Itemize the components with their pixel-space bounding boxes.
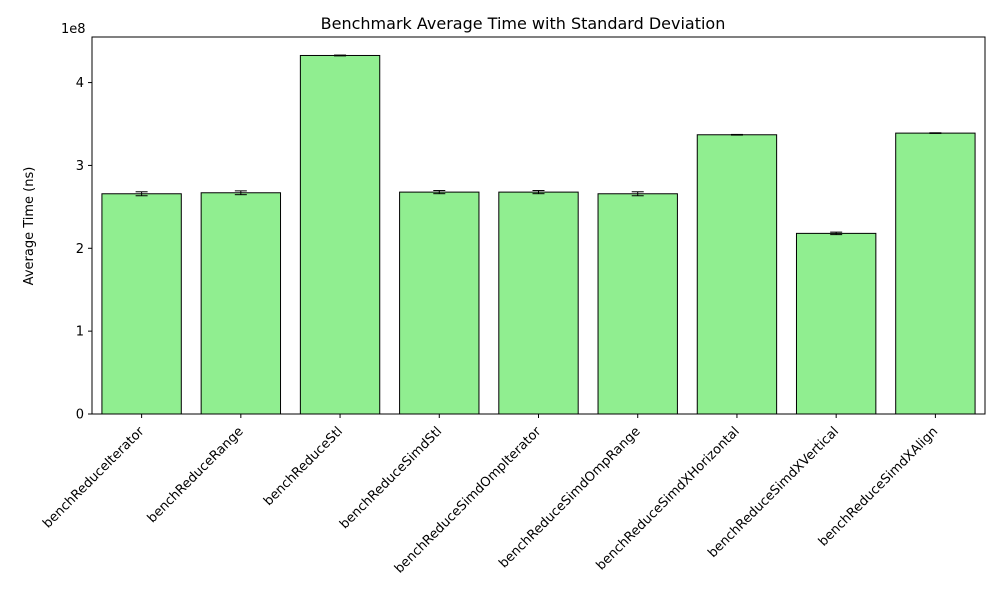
chart-title: Benchmark Average Time with Standard Dev… [321, 14, 726, 33]
x-tick-label: benchReduceIterator [40, 424, 148, 532]
bar [101, 193, 182, 415]
bar [399, 191, 480, 415]
x-tick-label: benchReduceStl [261, 424, 346, 509]
x-tick-label: benchReduceSimdStl [337, 424, 445, 532]
x-tick-label: benchReduceRange [145, 424, 247, 526]
bar [597, 193, 678, 415]
y-tick-label: 2 [76, 242, 84, 257]
bar [696, 134, 778, 415]
bars-group [101, 54, 976, 415]
bar [498, 191, 579, 415]
y-axis: 0 1 2 3 4 [76, 76, 92, 423]
bar [895, 132, 976, 415]
y-axis-label: Average Time (ns) [22, 167, 37, 286]
bar [795, 232, 877, 415]
bar [200, 192, 282, 415]
y-tick-label: 1 [76, 325, 84, 340]
bar [299, 54, 381, 415]
y-tick-label: 4 [76, 76, 84, 91]
y-axis-scale-label: 1e8 [61, 22, 86, 37]
plot-frame [91, 36, 986, 415]
x-tick-label: benchReduceSimdXAlign [816, 424, 941, 549]
y-tick-label: 3 [76, 159, 84, 174]
y-tick-label: 0 [76, 408, 84, 423]
